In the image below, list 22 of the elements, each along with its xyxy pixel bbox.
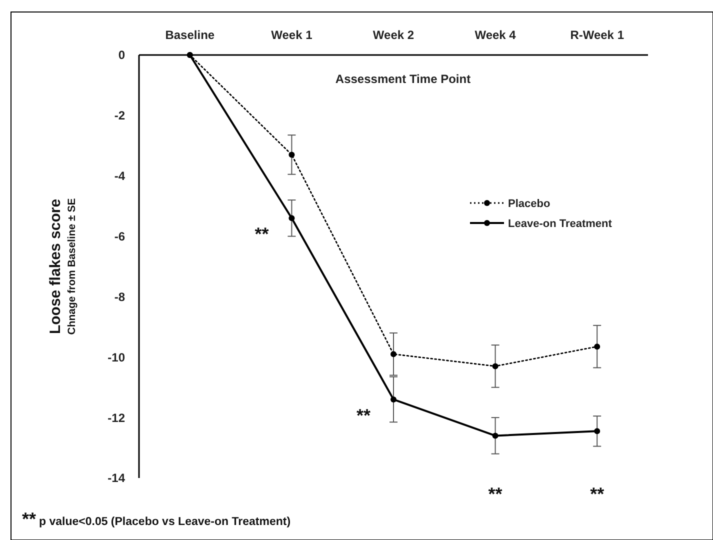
x-tick-label: R-Week 1	[570, 28, 624, 42]
x-tick-label: Week 4	[474, 28, 516, 42]
y-tick-label: -14	[108, 471, 126, 486]
text: **	[488, 484, 502, 504]
annotation: **	[356, 405, 371, 426]
legend-label: Placebo	[508, 198, 550, 210]
y-tick-label: -2	[114, 108, 126, 123]
x-axis-title: Assessment Time Point	[335, 72, 471, 86]
x-tick-label: Week 1	[271, 28, 313, 42]
text: ** p value<0.05 (Placebo vs Leave-on Treatment)	[22, 509, 291, 529]
y-axis-title: Loose flakes score $_{Chnage from Baseline ± SE}$	[47, 198, 78, 335]
y-tick-label: -8	[114, 290, 126, 304]
annotation: **	[254, 224, 269, 244]
legend-label: Leave-on Treatment	[508, 218, 612, 230]
y-tick-label: -6	[114, 229, 126, 244]
x-tick-label: Baseline	[165, 28, 215, 42]
text: **	[590, 484, 604, 504]
y-tick-label: -12	[108, 410, 126, 425]
y-tick-label: -4	[114, 169, 126, 184]
x-tick-label: Week 2	[372, 28, 414, 42]
y-tick-label: 0	[118, 48, 126, 62]
y-tick-label: -10	[108, 350, 126, 364]
